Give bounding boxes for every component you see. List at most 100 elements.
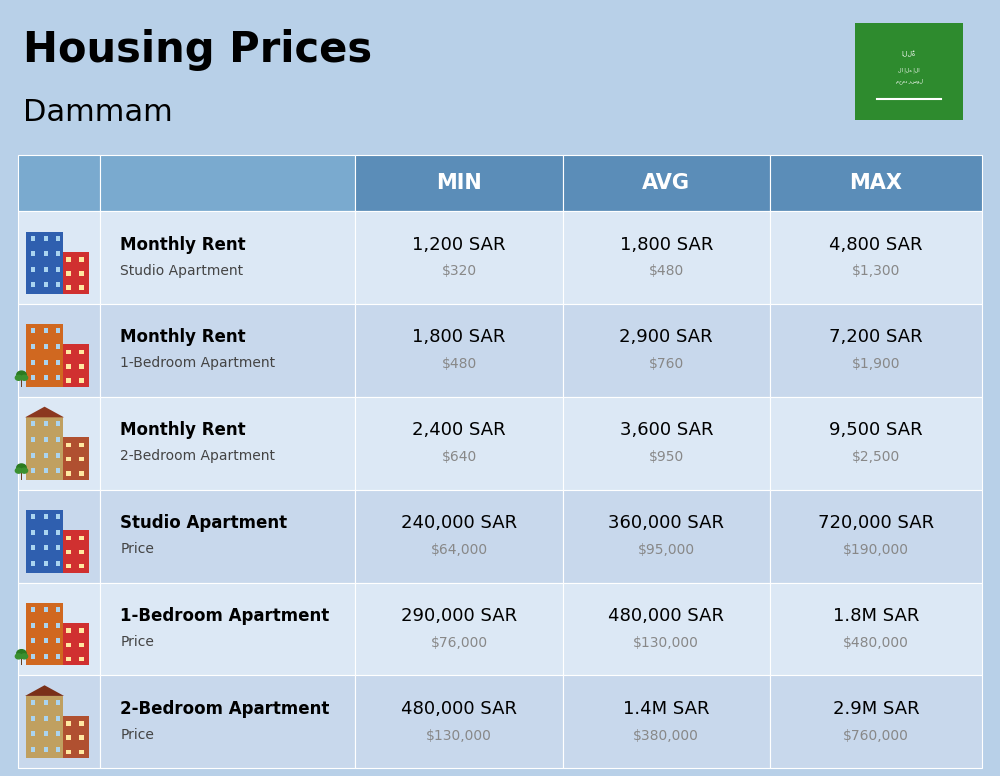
FancyBboxPatch shape <box>56 638 60 643</box>
FancyBboxPatch shape <box>44 622 48 628</box>
FancyBboxPatch shape <box>79 656 84 661</box>
FancyBboxPatch shape <box>44 546 48 550</box>
FancyBboxPatch shape <box>44 437 48 442</box>
Text: $64,000: $64,000 <box>430 543 488 557</box>
Text: $320: $320 <box>441 265 477 279</box>
FancyBboxPatch shape <box>31 328 35 334</box>
FancyBboxPatch shape <box>31 638 35 643</box>
FancyBboxPatch shape <box>44 700 48 705</box>
Text: 1,800 SAR: 1,800 SAR <box>412 328 506 346</box>
Text: محمد رسول: محمد رسول <box>896 78 922 85</box>
FancyBboxPatch shape <box>31 654 35 659</box>
FancyBboxPatch shape <box>100 490 355 583</box>
FancyBboxPatch shape <box>44 638 48 643</box>
Polygon shape <box>25 407 64 417</box>
FancyBboxPatch shape <box>26 324 63 387</box>
Text: Dammam: Dammam <box>23 98 173 127</box>
FancyBboxPatch shape <box>79 364 84 369</box>
FancyBboxPatch shape <box>56 546 60 550</box>
FancyBboxPatch shape <box>18 304 100 397</box>
Text: 2.9M SAR: 2.9M SAR <box>833 700 919 718</box>
Polygon shape <box>25 685 64 696</box>
Text: AVG: AVG <box>642 173 690 193</box>
Text: 1,200 SAR: 1,200 SAR <box>412 235 506 254</box>
FancyBboxPatch shape <box>56 236 60 241</box>
FancyBboxPatch shape <box>355 304 563 397</box>
FancyBboxPatch shape <box>31 376 35 380</box>
FancyBboxPatch shape <box>770 583 982 675</box>
FancyBboxPatch shape <box>56 700 60 705</box>
Text: 360,000 SAR: 360,000 SAR <box>608 514 724 532</box>
FancyBboxPatch shape <box>56 359 60 365</box>
FancyBboxPatch shape <box>355 583 563 675</box>
FancyBboxPatch shape <box>31 437 35 442</box>
FancyBboxPatch shape <box>66 721 71 726</box>
FancyBboxPatch shape <box>44 236 48 241</box>
FancyBboxPatch shape <box>31 267 35 272</box>
Circle shape <box>17 650 26 657</box>
Text: MIN: MIN <box>436 173 482 193</box>
FancyBboxPatch shape <box>770 490 982 583</box>
Text: $480: $480 <box>649 265 684 279</box>
FancyBboxPatch shape <box>44 328 48 334</box>
FancyBboxPatch shape <box>79 350 84 355</box>
FancyBboxPatch shape <box>63 251 89 294</box>
Text: $640: $640 <box>441 450 477 464</box>
FancyBboxPatch shape <box>66 257 71 262</box>
Text: 1-Bedroom Apartment: 1-Bedroom Apartment <box>120 607 330 625</box>
Text: Price: Price <box>120 542 154 556</box>
Circle shape <box>21 654 28 659</box>
FancyBboxPatch shape <box>31 700 35 705</box>
FancyBboxPatch shape <box>56 731 60 736</box>
FancyBboxPatch shape <box>66 286 71 289</box>
Text: 2-Bedroom Apartment: 2-Bedroom Apartment <box>120 449 275 463</box>
FancyBboxPatch shape <box>56 376 60 380</box>
FancyBboxPatch shape <box>44 731 48 736</box>
Text: $2,500: $2,500 <box>852 450 900 464</box>
FancyBboxPatch shape <box>563 397 770 490</box>
Circle shape <box>17 464 26 471</box>
FancyBboxPatch shape <box>44 359 48 365</box>
FancyBboxPatch shape <box>18 155 100 211</box>
FancyBboxPatch shape <box>66 271 71 275</box>
FancyBboxPatch shape <box>44 530 48 535</box>
FancyBboxPatch shape <box>100 211 355 304</box>
FancyBboxPatch shape <box>56 421 60 426</box>
FancyBboxPatch shape <box>66 564 71 568</box>
FancyBboxPatch shape <box>770 304 982 397</box>
Text: $190,000: $190,000 <box>843 543 909 557</box>
Circle shape <box>17 371 26 379</box>
FancyBboxPatch shape <box>100 155 355 211</box>
FancyBboxPatch shape <box>56 654 60 659</box>
Text: Monthly Rent: Monthly Rent <box>120 328 246 346</box>
FancyBboxPatch shape <box>31 282 35 287</box>
FancyBboxPatch shape <box>56 715 60 720</box>
FancyBboxPatch shape <box>63 623 89 666</box>
Circle shape <box>15 376 22 380</box>
FancyBboxPatch shape <box>79 471 84 476</box>
FancyBboxPatch shape <box>563 675 770 768</box>
FancyBboxPatch shape <box>44 421 48 426</box>
FancyBboxPatch shape <box>63 530 89 573</box>
FancyBboxPatch shape <box>44 452 48 458</box>
Text: $480,000: $480,000 <box>843 636 909 650</box>
Circle shape <box>15 468 22 473</box>
FancyBboxPatch shape <box>56 328 60 334</box>
FancyBboxPatch shape <box>66 535 71 540</box>
Text: 480,000 SAR: 480,000 SAR <box>401 700 517 718</box>
FancyBboxPatch shape <box>66 736 71 740</box>
FancyBboxPatch shape <box>44 468 48 473</box>
Text: $760,000: $760,000 <box>843 729 909 743</box>
FancyBboxPatch shape <box>79 457 84 462</box>
Text: $1,900: $1,900 <box>852 357 900 371</box>
Text: $76,000: $76,000 <box>430 636 488 650</box>
FancyBboxPatch shape <box>44 267 48 272</box>
FancyBboxPatch shape <box>66 364 71 369</box>
FancyBboxPatch shape <box>79 750 84 754</box>
FancyBboxPatch shape <box>44 282 48 287</box>
FancyBboxPatch shape <box>355 397 563 490</box>
Text: Studio Apartment: Studio Apartment <box>120 514 288 532</box>
FancyBboxPatch shape <box>31 715 35 720</box>
FancyBboxPatch shape <box>66 750 71 754</box>
FancyBboxPatch shape <box>79 643 84 647</box>
